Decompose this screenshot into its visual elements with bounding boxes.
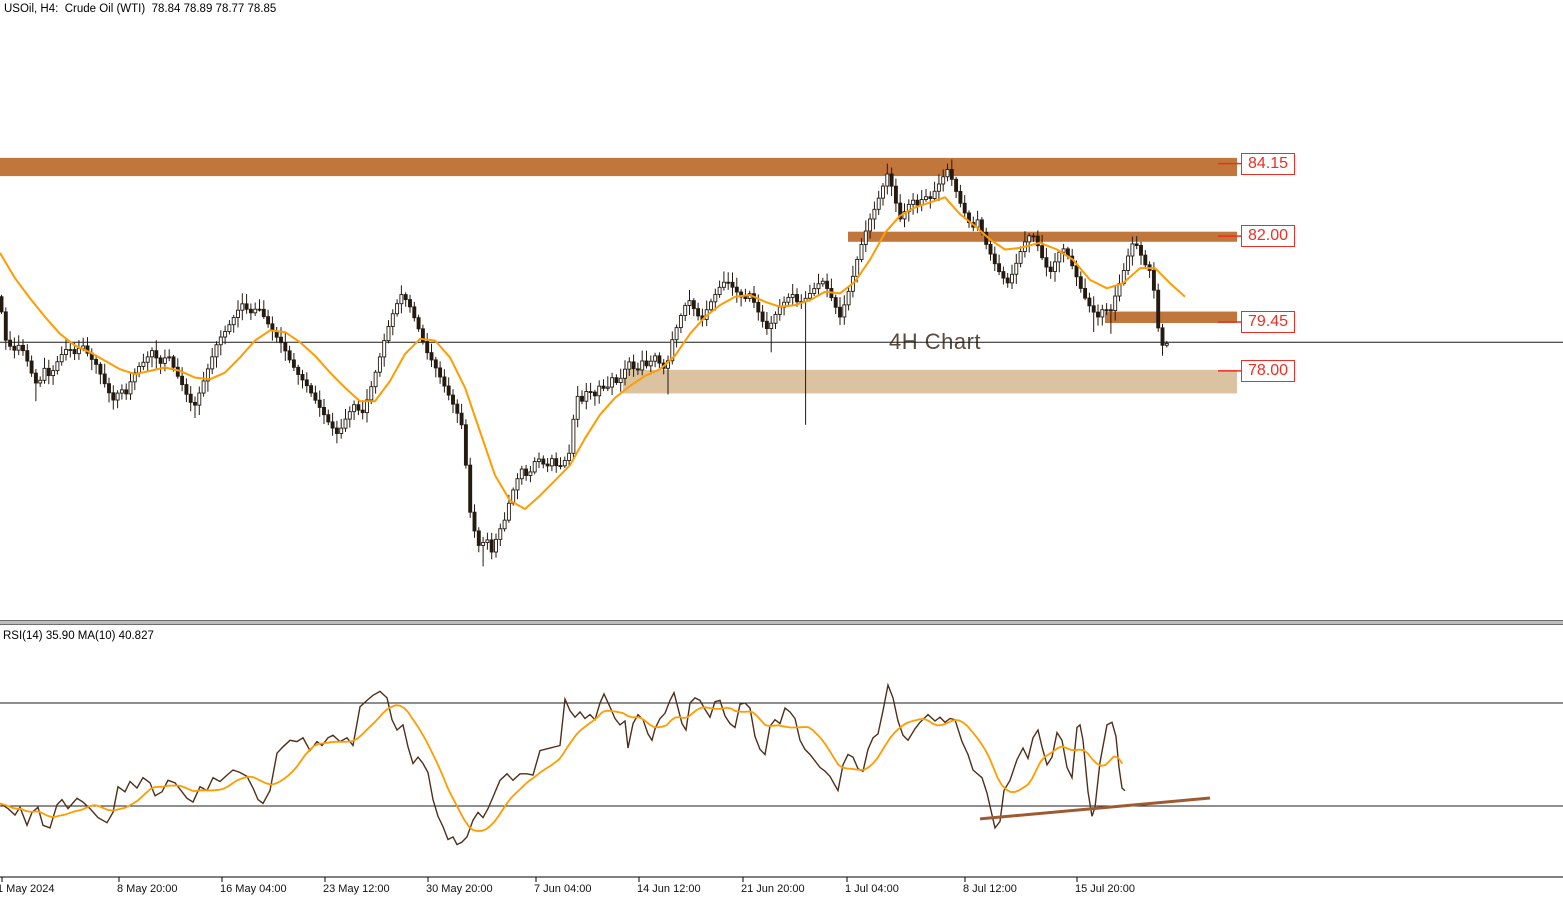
chart-title: USOil, H4: Crude Oil (WTI) 78.84 78.89 7… <box>4 3 277 15</box>
time-axis-label: 8 Jul 12:00 <box>963 883 1017 895</box>
price-level-label[interactable]: 79.45 <box>1241 311 1296 333</box>
time-axis-label: 16 May 04:00 <box>220 883 287 895</box>
rsi-ma-line <box>0 704 1124 832</box>
time-axis-label: 7 Jun 04:00 <box>534 883 592 895</box>
candlesticks <box>0 159 1169 567</box>
time-axis-label: 21 Jun 20:00 <box>741 883 805 895</box>
price-level-label[interactable]: 82.00 <box>1241 225 1296 248</box>
price-level-label[interactable]: 78.00 <box>1241 359 1296 382</box>
rsi-trendline[interactable] <box>979 796 1211 821</box>
price-level-label[interactable]: 84.15 <box>1241 152 1296 175</box>
time-axis-label: 15 Jul 20:00 <box>1075 883 1135 895</box>
time-axis-label: 30 May 20:00 <box>426 883 493 895</box>
zone-bands <box>0 157 1237 394</box>
time-axis-label: 14 Jun 12:00 <box>637 883 701 895</box>
time-axis-label: 23 May 12:00 <box>323 883 390 895</box>
pane-divider[interactable] <box>0 620 1563 625</box>
rsi-line <box>0 682 1126 846</box>
watermark-4h-chart: 4H Chart <box>889 329 982 354</box>
time-axis-label: 1 Jul 04:00 <box>845 883 899 895</box>
time-axis-label: 8 May 20:00 <box>117 883 178 895</box>
price-ma-line <box>0 196 1186 510</box>
rsi-indicator-label: RSI(14) 35.90 MA(10) 40.827 <box>3 630 154 642</box>
time-axis-label: 1 May 2024 <box>0 883 55 895</box>
